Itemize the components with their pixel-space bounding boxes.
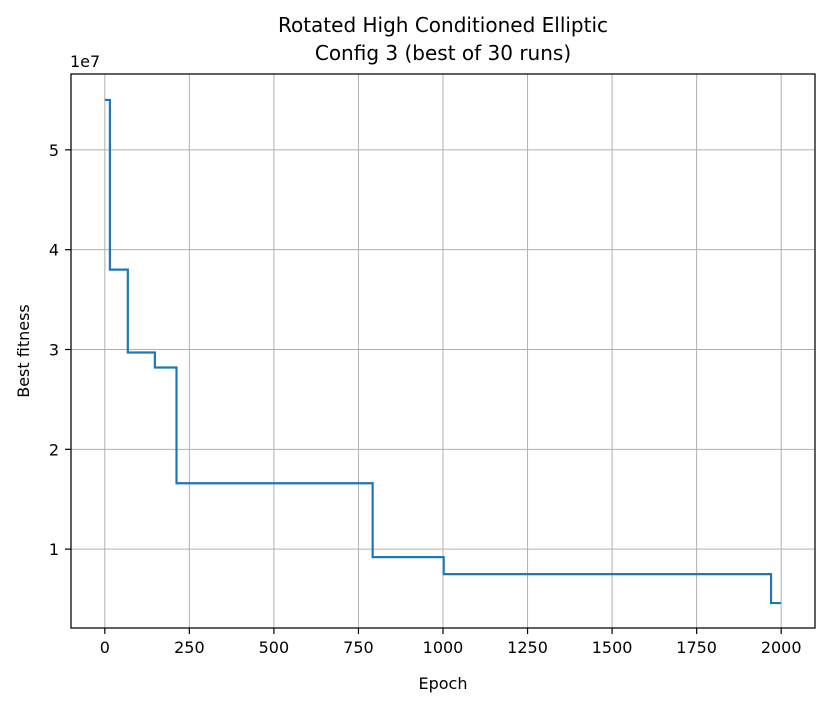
chart-title-line-1: Rotated High Conditioned Elliptic <box>278 13 608 37</box>
x-tick-label: 1250 <box>507 638 548 657</box>
x-axis-label: Epoch <box>419 674 468 693</box>
x-tick-label: 2000 <box>761 638 802 657</box>
x-tick-label: 1000 <box>423 638 464 657</box>
x-tick-label: 0 <box>100 638 110 657</box>
x-tick-label: 500 <box>259 638 290 657</box>
x-tick-label: 1750 <box>676 638 717 657</box>
x-axis-ticks: 0 250 500 750 1000 1250 1500 1750 2000 <box>100 628 802 657</box>
x-tick-label: 750 <box>343 638 374 657</box>
x-tick-label: 250 <box>174 638 205 657</box>
y-tick-label: 2 <box>49 440 59 459</box>
y-tick-label: 4 <box>49 241 59 260</box>
chart-title-line-2: Config 3 (best of 30 runs) <box>315 41 571 65</box>
y-axis-label: Best fitness <box>14 304 33 398</box>
y-tick-label: 3 <box>49 341 59 360</box>
y-tick-label: 1 <box>49 540 59 559</box>
grid <box>71 74 815 628</box>
y-axis-ticks: 1 2 3 4 5 <box>49 141 71 559</box>
series-line-best-fitness <box>104 98 781 605</box>
x-tick-label: 1500 <box>592 638 633 657</box>
y-tick-label: 5 <box>49 141 59 160</box>
y-offset-label: 1e7 <box>70 52 100 71</box>
series-layer <box>104 98 781 605</box>
